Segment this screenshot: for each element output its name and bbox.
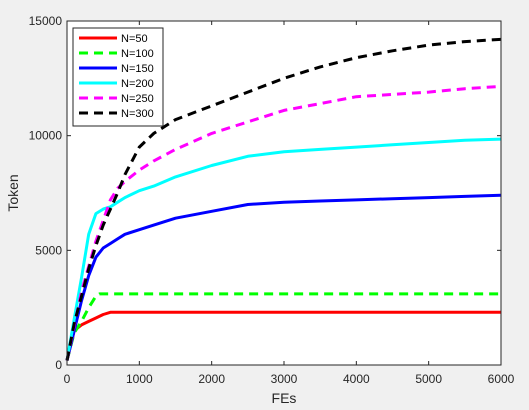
legend-label-2: N=150 <box>121 63 154 75</box>
legend-box <box>72 27 164 127</box>
y-tick-label: 10000 <box>29 129 63 143</box>
series-line-2 <box>65 193 502 361</box>
x-tick-label: 2000 <box>198 372 225 386</box>
x-tick-label: 4000 <box>343 372 370 386</box>
series-line-3 <box>65 137 502 361</box>
y-axis-title: Token <box>5 174 21 211</box>
x-axis-title: FEs <box>272 390 297 406</box>
y-tick-label: 15000 <box>29 14 63 28</box>
legend-label-0: N=50 <box>121 33 148 45</box>
y-axis-ticks: 0 5000 10000 15000 <box>29 14 501 372</box>
x-tick-label: 5000 <box>415 372 442 386</box>
x-tick-label: 0 <box>64 372 71 386</box>
x-tick-label: 3000 <box>271 372 298 386</box>
series-line-1 <box>65 292 501 361</box>
x-tick-label: 1000 <box>126 372 153 386</box>
x-tick-label: 6000 <box>488 372 515 386</box>
legend-label-4: N=250 <box>121 93 154 105</box>
series-layer <box>65 37 502 361</box>
legend-label-5: N=300 <box>121 108 154 120</box>
legend-label-3: N=200 <box>121 78 154 90</box>
legend-label-1: N=100 <box>121 48 154 60</box>
x-axis-ticks: 0 1000 2000 3000 4000 5000 6000 <box>64 21 515 386</box>
series-line-5 <box>65 37 502 361</box>
y-tick-label: 5000 <box>35 243 62 257</box>
y-tick-label: 0 <box>55 358 62 372</box>
legend: N=50 N=100 N=150 N=200 N=250 N=300 <box>72 27 164 127</box>
series-line-0 <box>65 310 501 361</box>
